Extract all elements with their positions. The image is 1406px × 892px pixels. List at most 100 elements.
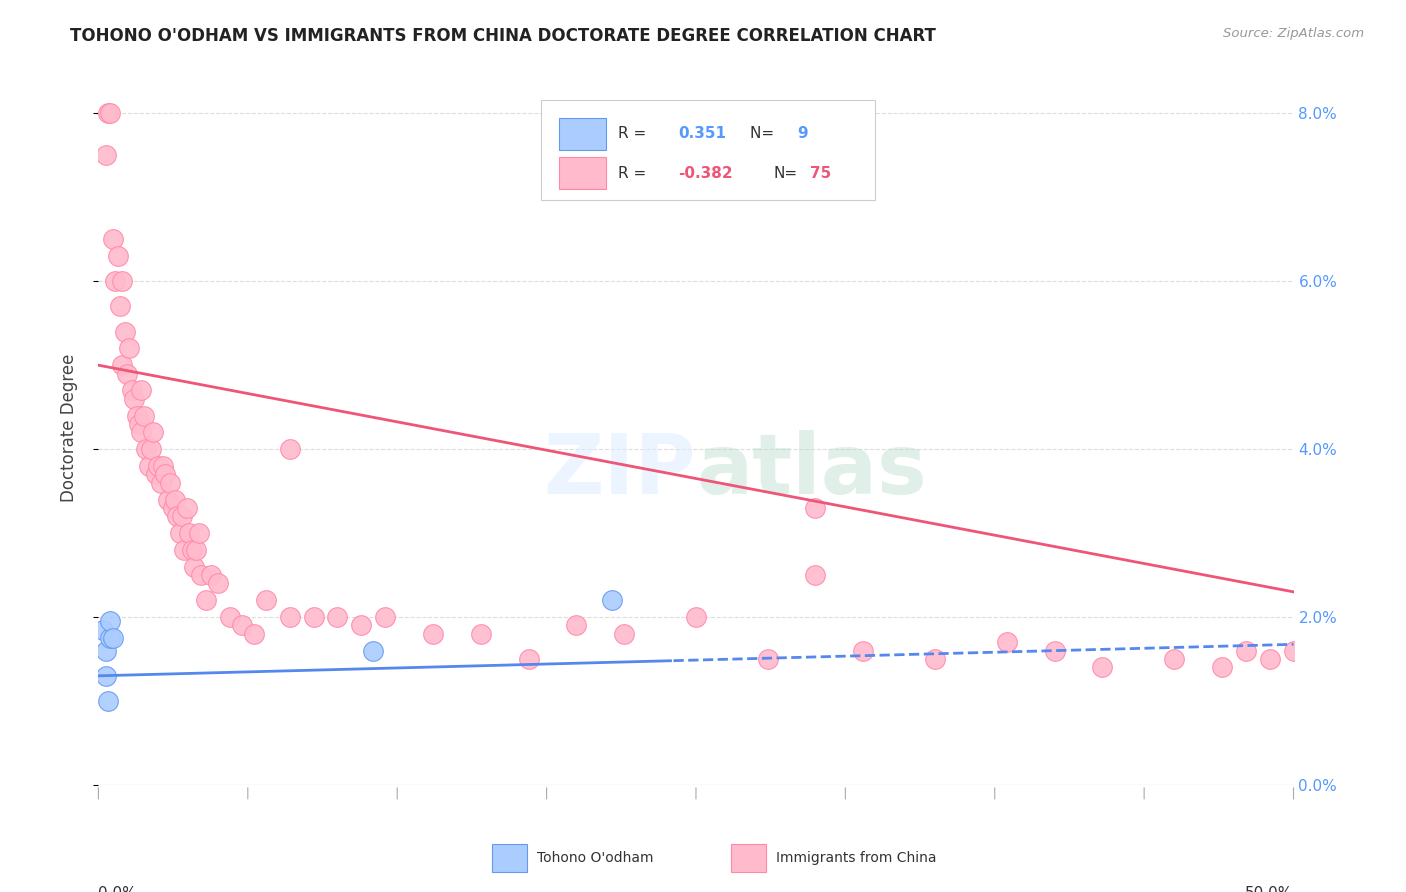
Point bbox=[131, 425, 153, 440]
Point bbox=[517, 652, 540, 666]
Point bbox=[194, 593, 218, 607]
Point bbox=[231, 618, 253, 632]
Point bbox=[1282, 643, 1305, 657]
Point bbox=[183, 559, 205, 574]
Text: 9: 9 bbox=[797, 126, 808, 141]
Point bbox=[374, 610, 396, 624]
Point bbox=[995, 635, 1018, 649]
Point bbox=[243, 627, 266, 641]
Point bbox=[852, 643, 875, 657]
Point bbox=[156, 492, 179, 507]
Bar bbox=[540, 100, 875, 200]
Point bbox=[470, 627, 492, 641]
Point bbox=[173, 542, 195, 557]
Text: atlas: atlas bbox=[696, 431, 927, 511]
Text: Tohono O'odham: Tohono O'odham bbox=[537, 851, 654, 865]
Point bbox=[1211, 660, 1233, 674]
Point bbox=[148, 458, 170, 473]
Point bbox=[97, 694, 120, 708]
Point bbox=[101, 232, 124, 246]
Text: R =: R = bbox=[619, 166, 651, 181]
Point bbox=[804, 500, 827, 515]
Point bbox=[166, 509, 188, 524]
Bar bbox=[558, 118, 606, 150]
Point bbox=[149, 475, 172, 490]
Point bbox=[107, 249, 129, 263]
Point bbox=[115, 367, 138, 381]
Point bbox=[565, 618, 588, 632]
Point bbox=[350, 618, 373, 632]
Point bbox=[172, 509, 194, 524]
Point bbox=[187, 526, 209, 541]
Point bbox=[685, 610, 707, 624]
Point bbox=[135, 442, 157, 457]
Point bbox=[131, 384, 153, 398]
Point bbox=[363, 643, 385, 657]
Point bbox=[163, 492, 186, 507]
Point bbox=[98, 614, 122, 628]
Point bbox=[207, 576, 229, 591]
Point bbox=[162, 500, 184, 515]
Point bbox=[97, 106, 120, 120]
Point bbox=[924, 652, 946, 666]
Point bbox=[190, 568, 212, 582]
Point bbox=[169, 526, 191, 541]
Point bbox=[1258, 652, 1281, 666]
Point bbox=[278, 442, 301, 457]
Point bbox=[94, 148, 117, 162]
Text: 75: 75 bbox=[810, 166, 831, 181]
Point bbox=[111, 358, 134, 372]
Point bbox=[128, 417, 150, 431]
Point bbox=[1234, 643, 1257, 657]
Point bbox=[142, 425, 165, 440]
Point bbox=[125, 409, 148, 423]
Point bbox=[1043, 643, 1066, 657]
Text: TOHONO O'ODHAM VS IMMIGRANTS FROM CHINA DOCTORATE DEGREE CORRELATION CHART: TOHONO O'ODHAM VS IMMIGRANTS FROM CHINA … bbox=[70, 27, 936, 45]
Bar bbox=[558, 157, 606, 189]
Point bbox=[186, 542, 208, 557]
Point bbox=[180, 542, 202, 557]
Point bbox=[278, 610, 301, 624]
Point bbox=[114, 325, 136, 339]
Text: -0.382: -0.382 bbox=[678, 166, 733, 181]
Point bbox=[108, 300, 131, 314]
Point bbox=[91, 623, 114, 637]
Text: Source: ZipAtlas.com: Source: ZipAtlas.com bbox=[1223, 27, 1364, 40]
Point bbox=[118, 342, 141, 356]
Y-axis label: Doctorate Degree: Doctorate Degree bbox=[59, 354, 77, 502]
Point bbox=[179, 526, 201, 541]
Text: Immigrants from China: Immigrants from China bbox=[776, 851, 936, 865]
Text: ZIP: ZIP bbox=[544, 431, 696, 511]
Point bbox=[254, 593, 277, 607]
Text: 50.0%: 50.0% bbox=[1246, 886, 1294, 892]
Text: R =: R = bbox=[619, 126, 651, 141]
Point bbox=[145, 467, 167, 482]
Point bbox=[111, 274, 134, 288]
Point bbox=[159, 475, 181, 490]
Point bbox=[1163, 652, 1185, 666]
Point bbox=[176, 500, 198, 515]
Point bbox=[602, 593, 624, 607]
Point bbox=[302, 610, 325, 624]
Point bbox=[98, 106, 122, 120]
Point bbox=[804, 568, 827, 582]
Point bbox=[94, 669, 117, 683]
Point bbox=[98, 631, 122, 645]
Text: N=: N= bbox=[773, 166, 797, 181]
Point bbox=[124, 392, 146, 406]
Point bbox=[756, 652, 779, 666]
Point bbox=[422, 627, 444, 641]
Point bbox=[200, 568, 222, 582]
Point bbox=[155, 467, 177, 482]
Text: 0.351: 0.351 bbox=[678, 126, 725, 141]
Point bbox=[121, 384, 143, 398]
Text: N=: N= bbox=[749, 126, 779, 141]
Point bbox=[613, 627, 636, 641]
Point bbox=[219, 610, 242, 624]
Point bbox=[1091, 660, 1114, 674]
Point bbox=[138, 458, 160, 473]
Point bbox=[152, 458, 174, 473]
Point bbox=[132, 409, 155, 423]
Point bbox=[326, 610, 349, 624]
Point bbox=[94, 643, 117, 657]
